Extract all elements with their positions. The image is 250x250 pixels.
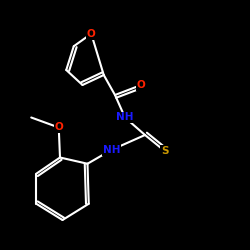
Text: NH: NH (102, 145, 120, 155)
Text: NH: NH (116, 112, 134, 122)
Text: O: O (54, 122, 63, 132)
Text: O: O (137, 80, 145, 90)
Text: S: S (161, 146, 169, 156)
Text: O: O (87, 29, 96, 39)
